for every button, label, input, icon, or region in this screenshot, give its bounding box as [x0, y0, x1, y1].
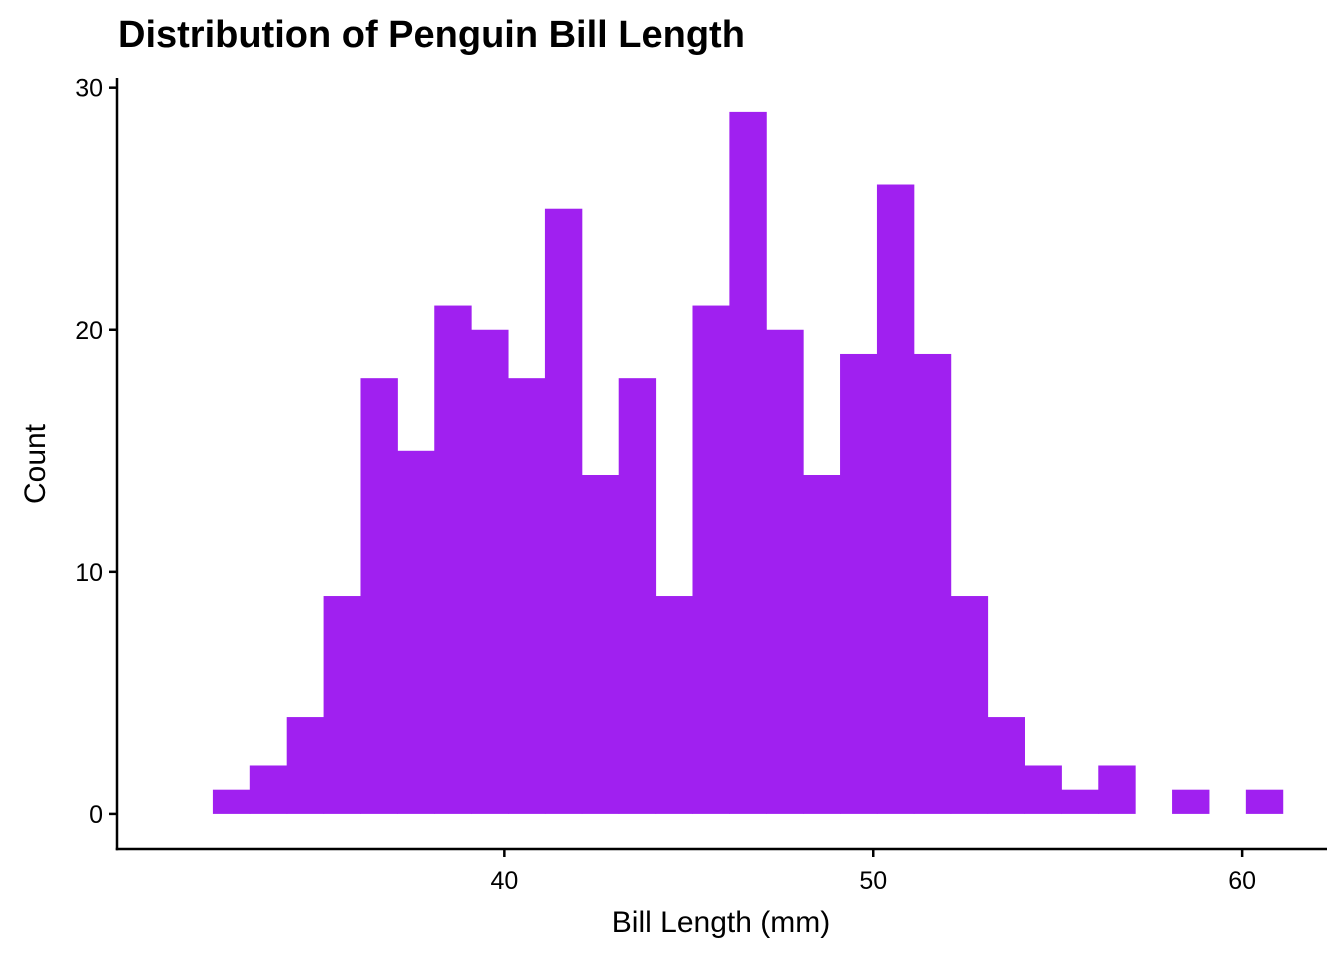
x-tick-label: 60 [1228, 867, 1256, 895]
histogram-bar-12 [655, 596, 693, 814]
x-axis-ticks: 40 50 60 [490, 849, 1256, 895]
x-tick-label: 50 [859, 867, 887, 895]
x-tick-label: 40 [490, 867, 518, 895]
histogram-bar-10 [581, 474, 620, 814]
histogram-bar-21 [987, 717, 1025, 814]
histogram-bar-8 [508, 378, 546, 814]
histogram-bar-5 [397, 450, 435, 814]
y-axis-title: Count [19, 423, 52, 504]
histogram-bar-13 [692, 305, 730, 814]
histogram-bar-4 [360, 378, 398, 814]
histogram-bar-23 [1061, 789, 1099, 814]
y-tick-label: 30 [75, 75, 103, 103]
histogram-bar-28 [1245, 789, 1284, 814]
histogram-bar-15 [766, 329, 804, 814]
y-tick-label: 0 [89, 801, 103, 829]
histogram-bar-22 [1024, 765, 1062, 814]
histogram-bar-7 [471, 329, 509, 814]
histogram-bar-14 [729, 111, 767, 814]
y-tick-label: 10 [75, 559, 103, 587]
histogram-bar-24 [1098, 765, 1136, 814]
histogram-bar-3 [323, 596, 361, 814]
histogram-bar-26 [1172, 789, 1210, 814]
y-axis-ticks: 0 10 20 30 [75, 75, 117, 829]
histogram-bar-19 [913, 353, 952, 814]
histogram-bar-0 [212, 789, 251, 814]
histogram-bar-17 [840, 353, 878, 814]
histogram-bar-18 [876, 184, 915, 814]
histogram-bars [212, 111, 1284, 814]
histogram-bar-20 [950, 596, 989, 814]
histogram-bar-2 [286, 717, 325, 814]
y-tick-label: 20 [75, 317, 103, 345]
x-axis-title: Bill Length (mm) [612, 906, 830, 939]
histogram-bar-11 [618, 378, 657, 814]
histogram-bar-1 [249, 765, 288, 814]
chart-title: Distribution of Penguin Bill Length [118, 14, 745, 56]
histogram-bar-9 [544, 208, 583, 814]
histogram-bar-16 [803, 474, 841, 814]
histogram-bar-6 [434, 305, 472, 814]
